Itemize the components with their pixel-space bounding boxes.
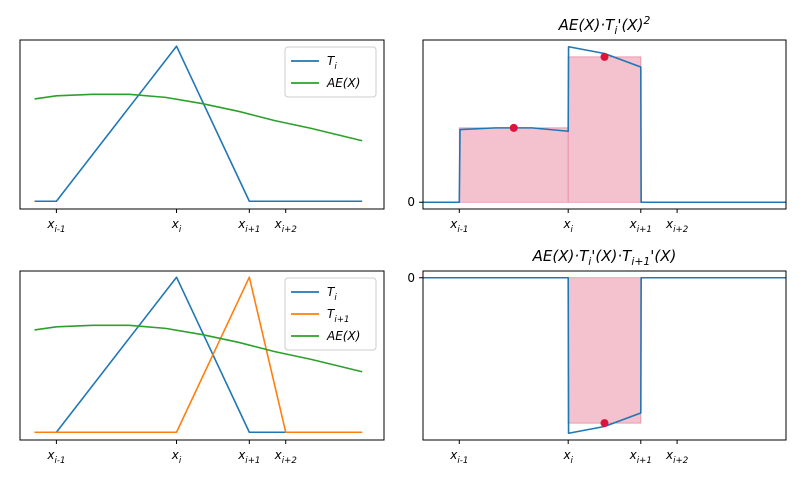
- axes-frame: [422, 39, 787, 210]
- series-line-t-i-1-: [34, 276, 363, 434]
- x-tick-label-2: xi: [562, 217, 573, 235]
- y-tick-label-1: 0: [407, 195, 415, 209]
- axes-frame: [19, 270, 385, 441]
- x-tick-label-4: xi+2: [274, 217, 297, 235]
- legend: Ti Ti+1 AE(X): [284, 277, 377, 351]
- chart-title: AE(X)·Ti'(X)2: [558, 14, 651, 37]
- legend-label-1: Ti: [327, 54, 337, 72]
- chart-title: AE(X)·Ti'(X)·Ti+1'(X): [532, 247, 677, 268]
- x-tick-label-3: xi+1: [629, 217, 652, 235]
- x-tick-label-1: xi-1: [449, 217, 468, 235]
- x-tick-label-1: xi-1: [46, 217, 65, 235]
- y-tick-label-1: 0: [407, 271, 415, 285]
- plot-area: [34, 276, 363, 434]
- x-tick-label-3: xi+1: [237, 448, 260, 466]
- x-tick-label-4: xi+2: [665, 217, 688, 235]
- legend-box: [284, 277, 377, 351]
- series-line-1: [423, 276, 786, 435]
- x-tick-label-4: xi+2: [274, 448, 297, 466]
- axes-frame: [422, 270, 787, 441]
- series-line-ae-x-: [34, 93, 363, 142]
- series-line-ae-x-: [34, 324, 363, 373]
- chart-panel-bl: xi-1 xi xi+1 xi+2 Ti Ti+1 AE(X): [19, 270, 385, 466]
- chart-panel-tr: xi-1 xi xi+1 xi+2 0 AE(X)·Ti'(X)2: [407, 14, 787, 235]
- legend-label-2: Ti+1: [327, 307, 349, 325]
- series-line-1: [423, 45, 786, 204]
- x-tick-label-2: xi: [171, 448, 182, 466]
- chart-panel-tl: xi-1 xi xi+1 xi+2 Ti AE(X): [19, 39, 385, 235]
- data-point-1: [509, 123, 518, 132]
- x-tick-label-3: xi+1: [237, 217, 260, 235]
- x-tick-label-1: xi-1: [449, 448, 468, 466]
- x-tick-label-3: xi+1: [629, 448, 652, 466]
- legend: Ti AE(X): [284, 46, 377, 98]
- plot-area: [34, 45, 363, 203]
- shaded-bar-1: [567, 277, 642, 424]
- shaded-bar-1: [458, 127, 569, 203]
- plot-area: [423, 276, 786, 435]
- series-line-t-i: [34, 45, 363, 203]
- x-tick-label-4: xi+2: [665, 448, 688, 466]
- x-tick-label-2: xi: [171, 217, 182, 235]
- x-tick-label-1: xi-1: [46, 448, 65, 466]
- chart-panel-br: xi-1 xi xi+1 xi+2 0 AE(X)·Ti'(X)·Ti+1'(X): [407, 247, 787, 466]
- x-tick-label-2: xi: [562, 448, 573, 466]
- data-point-1: [600, 419, 609, 428]
- shaded-bar-2: [567, 56, 642, 203]
- data-point-2: [600, 52, 609, 61]
- legend-label-2: AE(X): [326, 76, 360, 90]
- axes-frame: [19, 39, 385, 210]
- legend-label-3: AE(X): [326, 329, 360, 343]
- legend-box: [284, 46, 377, 98]
- plot-area: [423, 45, 786, 204]
- legend-label-1: Ti: [327, 285, 337, 303]
